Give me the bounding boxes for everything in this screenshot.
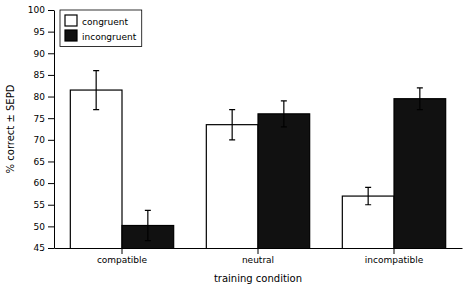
legend-frame <box>60 10 142 47</box>
error-bar <box>93 71 99 110</box>
x-axis: compatible neutral incompatible <box>55 248 463 265</box>
y-tick-mark <box>48 140 54 141</box>
y-tick-label: 85 <box>34 70 45 80</box>
y-tick: 95 <box>34 27 54 37</box>
y-tick: 80 <box>34 92 54 102</box>
y-tick-label: 75 <box>34 114 45 124</box>
y-tick-mark <box>48 75 54 76</box>
x-tick-mark <box>122 248 123 254</box>
y-tick-label: 90 <box>34 49 46 59</box>
x-tick: neutral <box>242 248 274 265</box>
y-tick-mark <box>48 32 54 33</box>
bar <box>206 125 258 248</box>
legend-label: congruent <box>82 17 129 27</box>
error-bar <box>145 210 151 240</box>
x-tick-label: neutral <box>242 255 274 265</box>
x-tick-label: compatible <box>97 255 148 265</box>
x-tick-mark <box>258 248 259 254</box>
legend-swatch <box>65 30 77 41</box>
y-tick: 75 <box>34 114 54 124</box>
y-tick-mark <box>48 53 54 54</box>
chart: compatible neutral incompatible 45 50 55 60 65 7… <box>0 0 474 288</box>
y-tick: 100 <box>28 5 54 15</box>
y-tick: 60 <box>34 178 54 188</box>
y-axis-line <box>54 11 55 249</box>
y-tick-label: 65 <box>34 157 45 167</box>
bar <box>70 90 122 248</box>
error-bar <box>281 101 287 127</box>
y-tick-label: 100 <box>28 5 45 15</box>
series <box>70 71 394 248</box>
y-tick-label: 50 <box>34 222 46 232</box>
y-tick-label: 80 <box>34 92 46 102</box>
x-axis-title: training condition <box>214 273 302 284</box>
legend-swatch <box>65 15 77 26</box>
error-bar <box>365 187 371 204</box>
y-tick: 70 <box>34 135 54 145</box>
x-tick: compatible <box>97 248 148 265</box>
y-tick-mark <box>48 226 54 227</box>
y-tick-label: 70 <box>34 135 46 145</box>
y-tick-mark <box>48 161 54 162</box>
plot: compatible neutral incompatible 45 50 55 60 65 7… <box>28 5 463 288</box>
y-tick-label: 95 <box>34 27 45 37</box>
series <box>122 88 446 248</box>
error-bar <box>229 110 235 140</box>
y-tick: 55 <box>34 200 54 210</box>
y-tick-label: 45 <box>34 243 45 253</box>
y-tick-mark <box>48 10 54 11</box>
y-tick: 45 <box>34 243 54 253</box>
y-tick-mark <box>48 118 54 119</box>
y-tick-label: 60 <box>34 178 46 188</box>
y-axis: 45 50 55 60 65 70 75 80 85 90 95 100 <box>28 5 55 253</box>
legend: congruent incongruent <box>60 10 142 47</box>
y-tick-mark <box>48 183 54 184</box>
y-tick-mark <box>48 248 54 249</box>
legend-label: incongruent <box>82 32 137 42</box>
error-bar <box>417 88 423 110</box>
y-tick-mark <box>48 97 54 98</box>
x-tick-mark <box>394 248 395 254</box>
marks <box>70 71 445 248</box>
y-axis-title: % correct ± SEPD <box>5 84 16 173</box>
bar <box>394 99 446 248</box>
y-tick-mark <box>48 205 54 206</box>
x-tick-label: incompatible <box>365 255 424 265</box>
y-tick: 65 <box>34 157 54 167</box>
y-tick: 50 <box>34 222 54 232</box>
bar <box>258 114 310 248</box>
y-tick: 90 <box>34 49 54 59</box>
legend-item: incongruent <box>65 30 137 42</box>
x-tick: incompatible <box>365 248 424 265</box>
y-tick: 85 <box>34 70 54 80</box>
y-tick-label: 55 <box>34 200 45 210</box>
legend-item: congruent <box>65 15 129 27</box>
